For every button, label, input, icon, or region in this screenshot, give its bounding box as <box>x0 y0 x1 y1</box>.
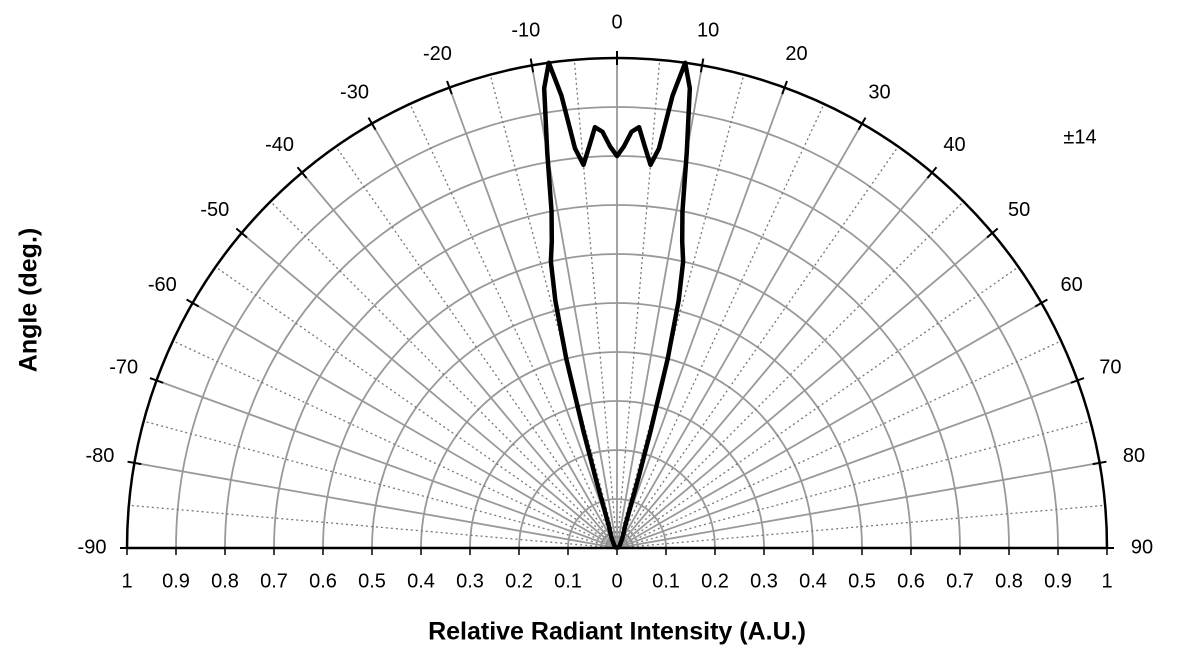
x-tick-label: 0.6 <box>897 570 925 592</box>
grid-line <box>616 379 1078 549</box>
grid-line <box>156 379 618 549</box>
angle-tick-label: 40 <box>943 134 965 156</box>
angle-tick-label: -90 <box>78 536 107 558</box>
angle-tick-label: 10 <box>697 19 719 41</box>
minor-grid-line <box>270 201 618 549</box>
angle-tick-label: 20 <box>785 43 807 65</box>
angle-tick-label: 50 <box>1008 199 1030 221</box>
grid-line <box>616 462 1100 549</box>
x-tick-label: 0.1 <box>652 570 680 592</box>
angle-tick <box>367 117 377 131</box>
x-tick-label: 0.4 <box>799 570 827 592</box>
angle-tick <box>1070 377 1085 384</box>
angle-tick <box>699 58 705 73</box>
angle-tick-label: 60 <box>1061 274 1083 296</box>
grid-line <box>192 302 618 549</box>
x-tick-label: 1 <box>121 570 132 592</box>
grid-line <box>134 462 618 549</box>
x-tick-label: 0.2 <box>701 570 729 592</box>
angle-tick <box>149 377 164 384</box>
grid-line <box>616 87 786 549</box>
x-tick-label: 0.4 <box>407 570 435 592</box>
annotation: ±14 <box>1063 126 1096 148</box>
series-line <box>541 60 693 550</box>
minor-grid-line <box>215 266 618 549</box>
angle-tick <box>235 227 248 239</box>
angle-tick <box>781 80 788 95</box>
x-tick-label: 0.6 <box>309 570 337 592</box>
angle-tick-label: 0 <box>611 11 622 33</box>
minor-grid-line <box>573 59 618 549</box>
angle-tick <box>1034 298 1048 308</box>
x-tick-label: 0.5 <box>848 570 876 592</box>
x-tick-label: 0.1 <box>554 570 582 592</box>
minor-grid-line <box>409 103 618 549</box>
x-tick-label: 0.2 <box>505 570 533 592</box>
angle-tick-label: 80 <box>1123 445 1145 467</box>
x-tick-label: 0.9 <box>1044 570 1072 592</box>
angle-tick <box>857 117 867 131</box>
grid-line <box>616 123 863 549</box>
angle-tick-label: -70 <box>109 357 138 379</box>
x-axis-title: Relative Radiant Intensity (A.U.) <box>428 618 806 646</box>
minor-grid-line <box>616 340 1062 549</box>
x-tick-label: 0.7 <box>946 570 974 592</box>
minor-grid-line <box>172 340 618 549</box>
minor-grid-line <box>128 504 618 549</box>
x-tick-label: 0.7 <box>260 570 288 592</box>
x-tick-label: 0.3 <box>750 570 778 592</box>
angle-tick <box>926 166 938 179</box>
angle-tick-label: 30 <box>868 82 890 104</box>
grid-line <box>616 172 933 549</box>
y-axis-title: Angle (deg.) <box>15 228 43 372</box>
grid-line <box>616 232 993 549</box>
angle-tick-label: -30 <box>340 82 369 104</box>
x-tick-label: 0.8 <box>211 570 239 592</box>
minor-grid-line <box>616 201 964 549</box>
angle-tick <box>186 298 200 308</box>
angle-tick-label: -10 <box>511 19 540 41</box>
angle-tick <box>446 80 453 95</box>
angle-tick-label: 70 <box>1099 357 1121 379</box>
x-tick-label: 0.5 <box>358 570 386 592</box>
angle-tick <box>1092 460 1107 466</box>
plot-area <box>541 60 693 550</box>
angle-tick <box>986 227 999 239</box>
x-tick-label: 0.8 <box>995 570 1023 592</box>
minor-grid-line <box>616 504 1106 549</box>
angle-tick-label: -60 <box>148 274 177 296</box>
grid-line <box>616 302 1042 549</box>
minor-grid-line <box>489 74 618 549</box>
minor-grid-line <box>616 103 825 549</box>
minor-grid-line <box>616 146 899 549</box>
grid-line <box>241 232 618 549</box>
angle-tick-label: -50 <box>200 199 229 221</box>
grid-line <box>371 123 618 549</box>
grid-line <box>301 172 618 549</box>
minor-grid-line <box>616 74 745 549</box>
x-tick-label: 0.9 <box>162 570 190 592</box>
x-tick-label: 0.3 <box>456 570 484 592</box>
minor-grid-line <box>616 266 1019 549</box>
angle-tick-label: -20 <box>423 43 452 65</box>
angle-tick-label: -80 <box>86 445 115 467</box>
angle-tick <box>296 166 308 179</box>
minor-grid-line <box>335 146 618 549</box>
angle-tick <box>127 460 142 466</box>
angle-tick <box>529 58 535 73</box>
x-tick-label: 0 <box>611 570 622 592</box>
minor-grid-line <box>616 420 1091 549</box>
grid: 0 0.1 0.1 0.2 0.2 0.3 0.3 0.4 0.4 0.5 0.5 0.6 0.6 0.7… <box>78 11 1154 592</box>
x-tick-label: 1 <box>1101 570 1112 592</box>
angle-tick-label: 90 <box>1131 536 1153 558</box>
angle-tick-label: -40 <box>265 134 294 156</box>
grid-line <box>448 87 618 549</box>
minor-grid-line <box>616 59 661 549</box>
minor-grid-line <box>143 420 618 549</box>
